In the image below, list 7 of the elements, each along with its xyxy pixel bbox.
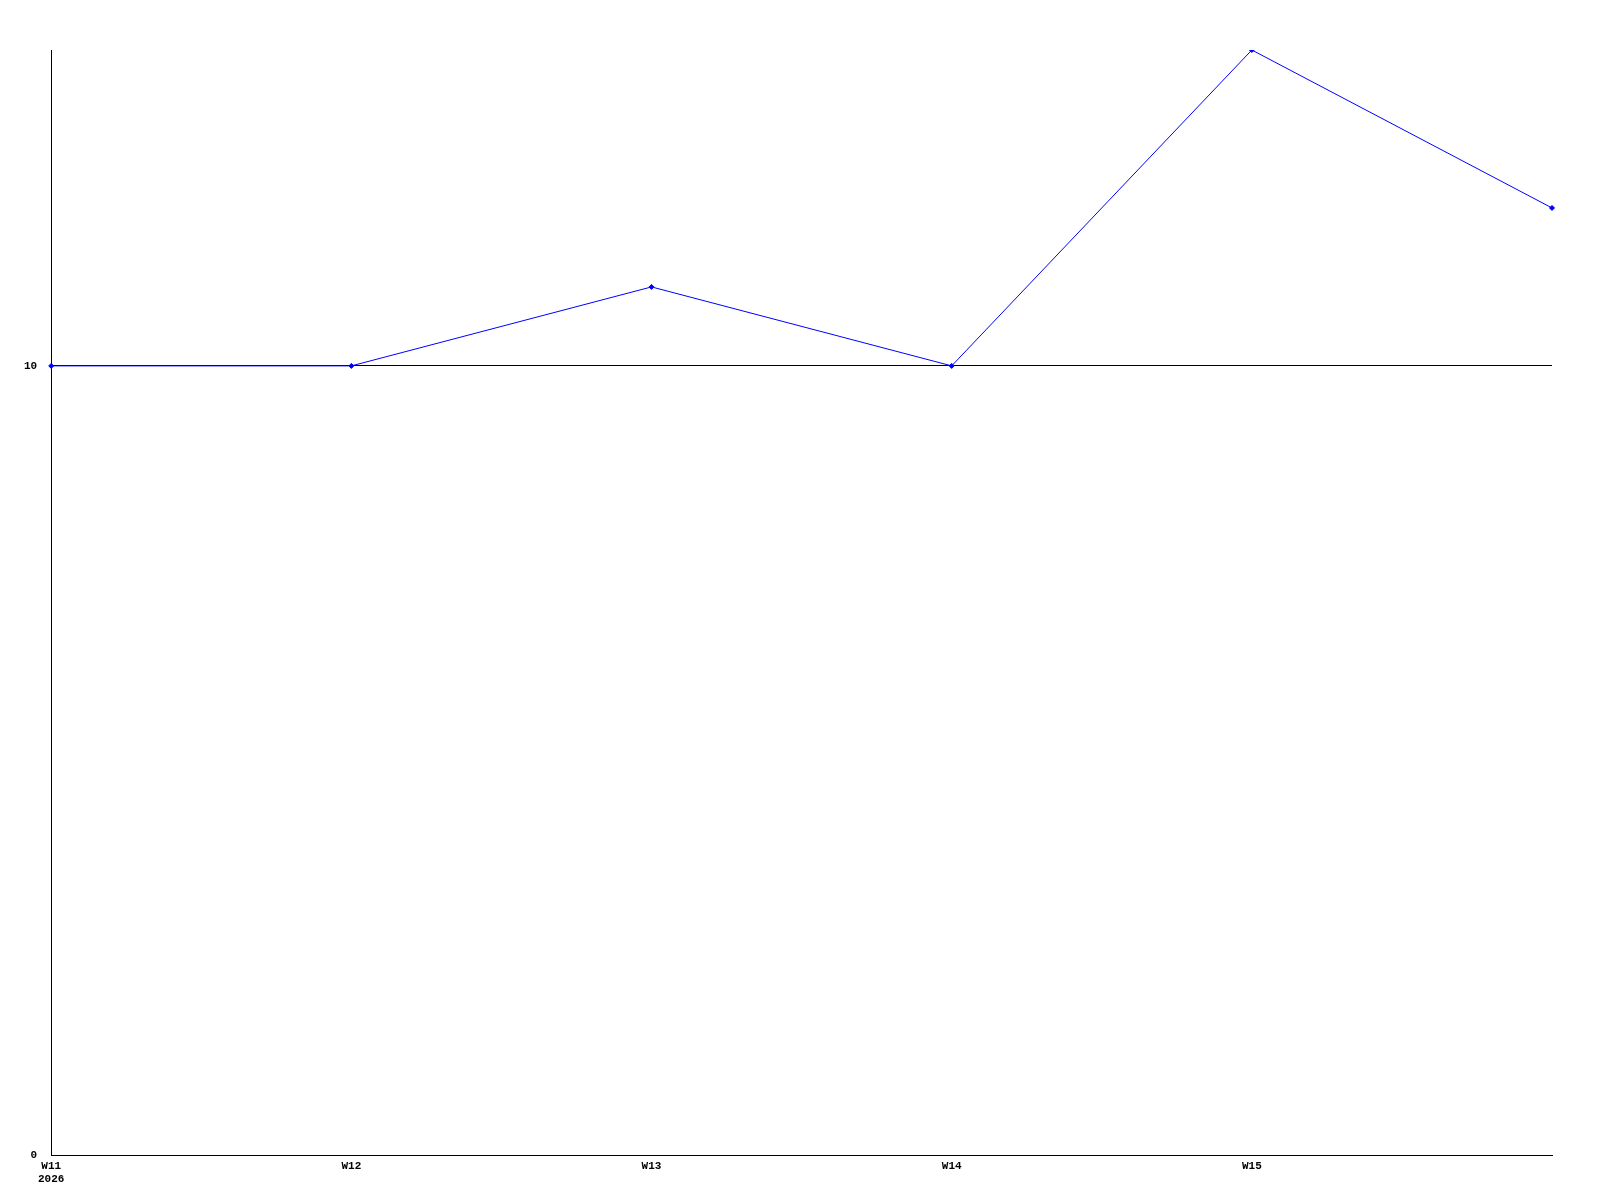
x-tick-label: W15 [1241, 1159, 1263, 1172]
y-tick-label: 10 [24, 359, 38, 372]
x-tick-label: W11 2026 [38, 1159, 65, 1186]
y-tick-label: 0 [30, 1149, 38, 1162]
x-tick-label: W14 [941, 1159, 962, 1172]
x-tick-label: W13 [641, 1159, 662, 1172]
x-tick-label: W12 [341, 1159, 362, 1172]
